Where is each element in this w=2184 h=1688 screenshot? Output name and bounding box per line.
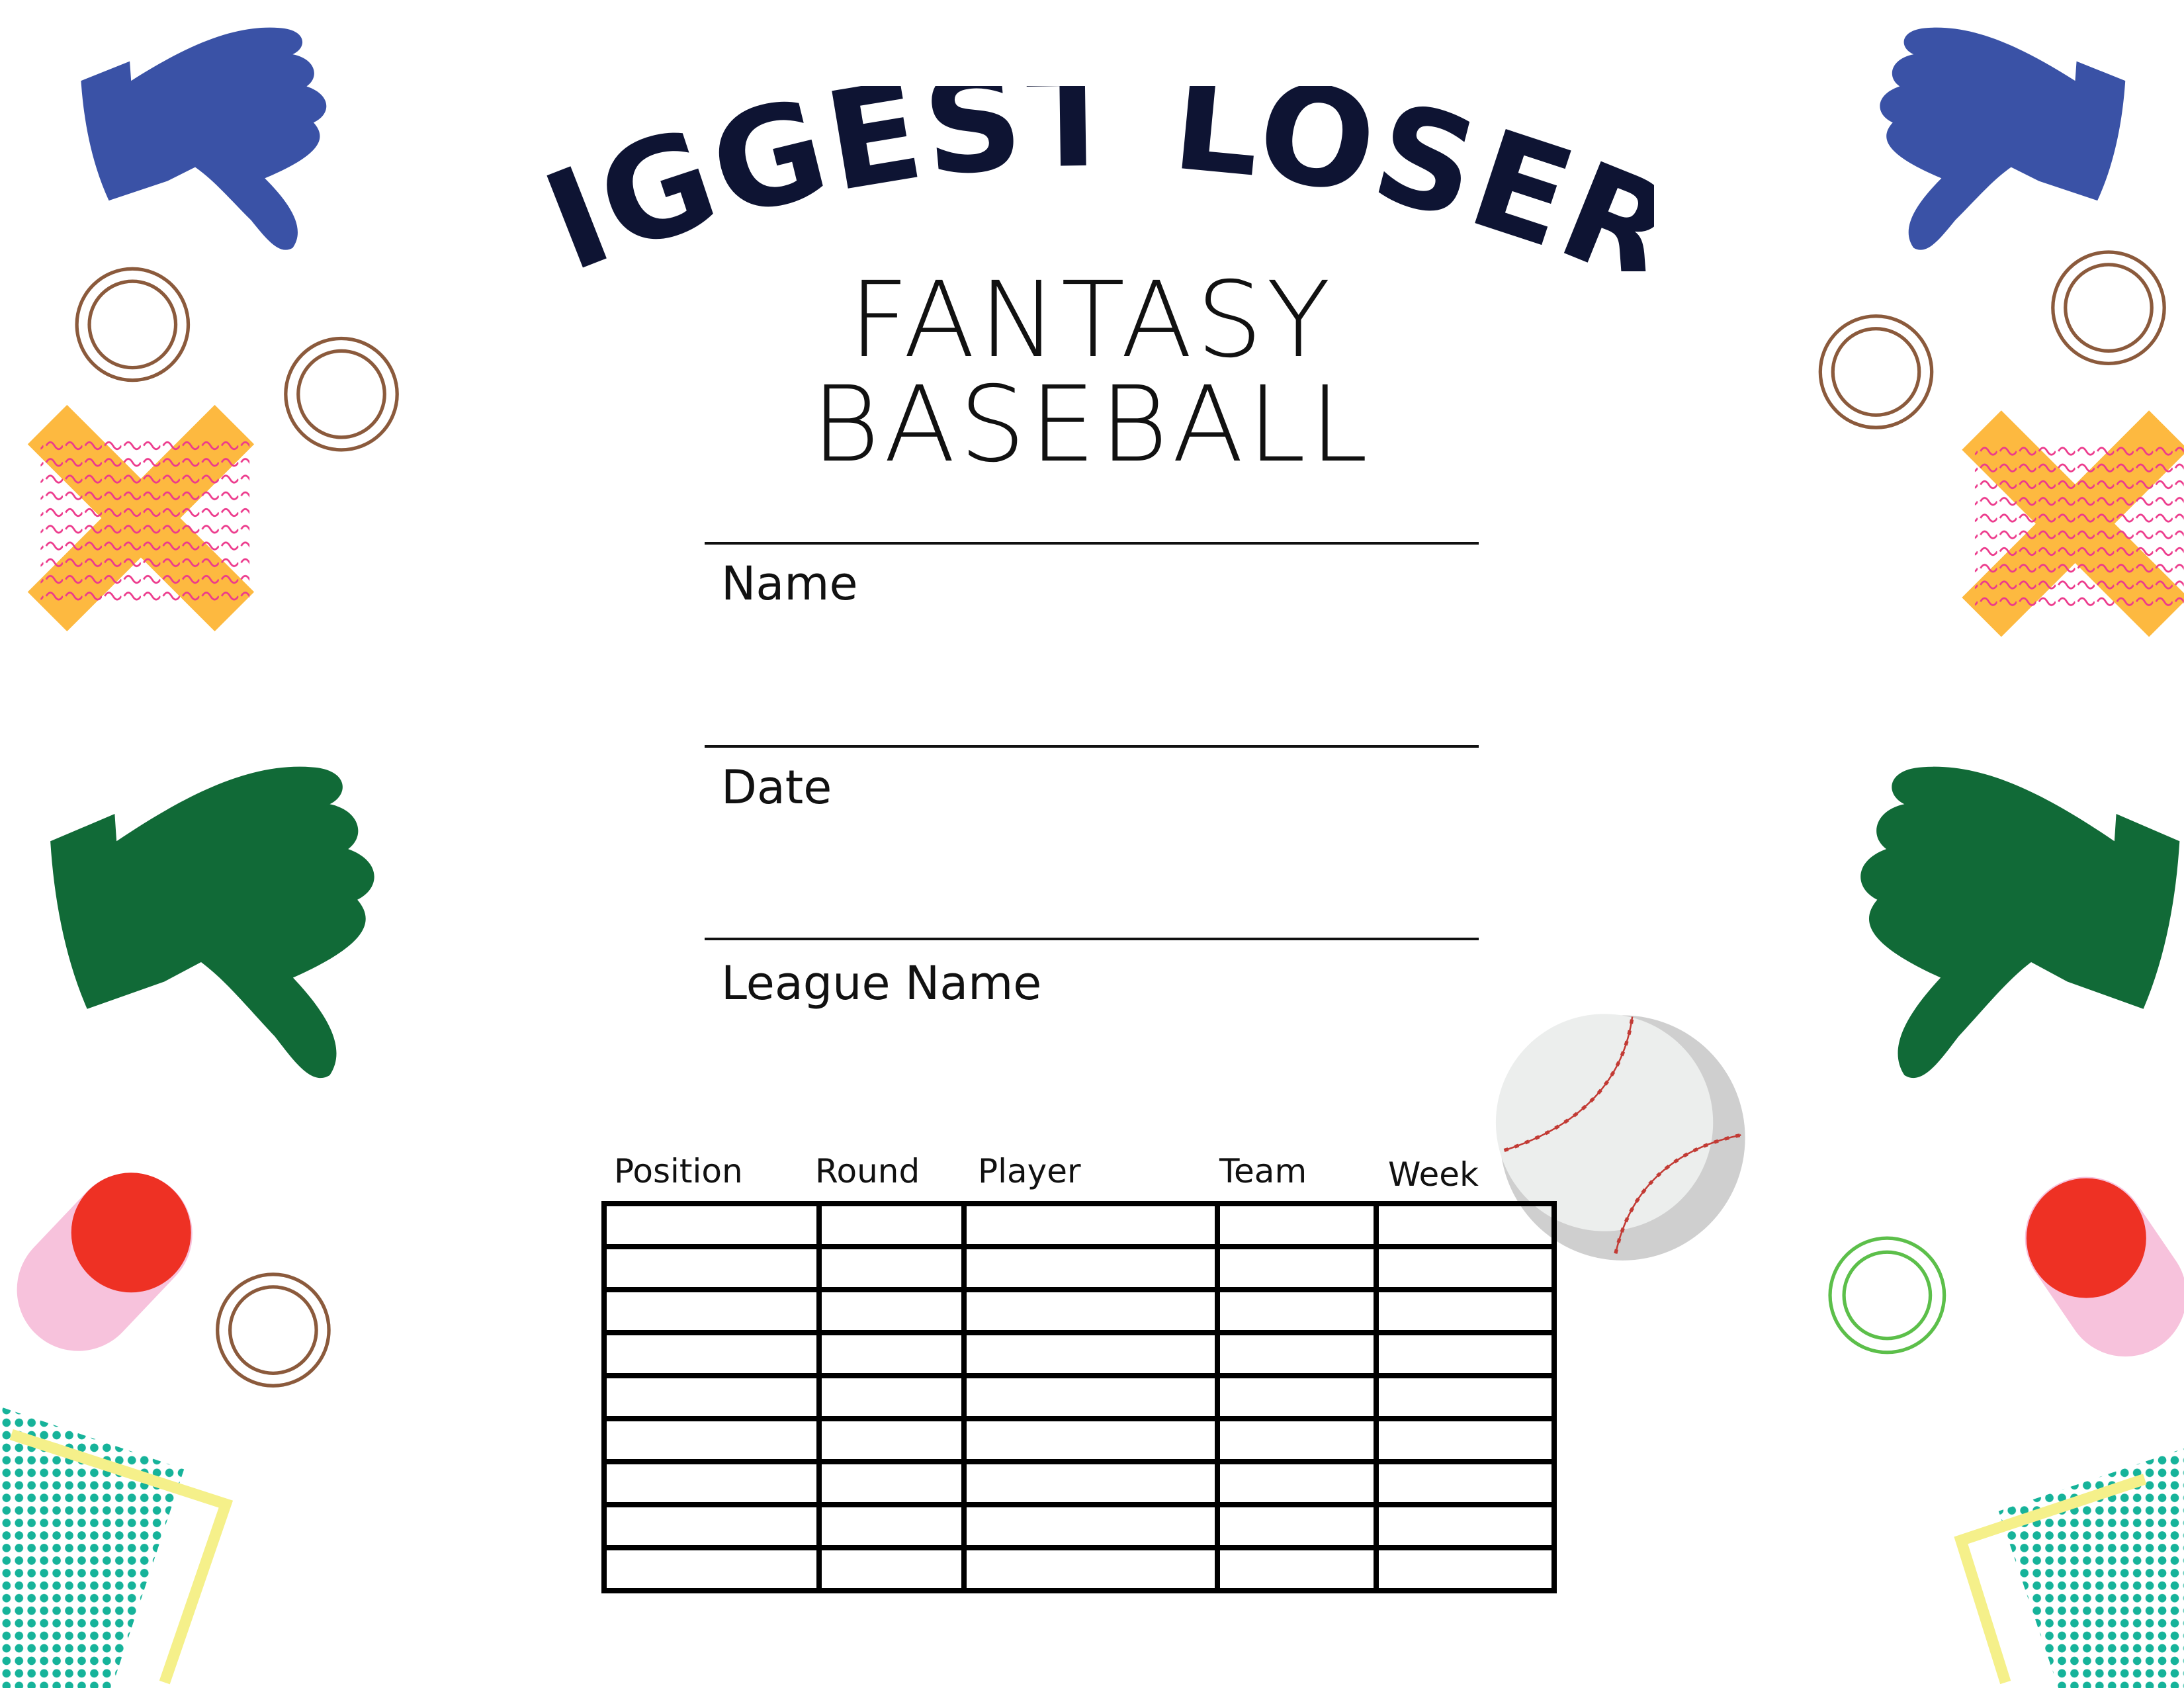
roster-table — [601, 1201, 1557, 1593]
thumbs-down-icon — [50, 766, 374, 1079]
cell-round[interactable] — [816, 1416, 967, 1464]
cell-position[interactable] — [601, 1545, 822, 1593]
cell-round[interactable] — [816, 1330, 967, 1378]
subtitle: FANTASY BASEBALL — [811, 259, 1372, 486]
ring-icon — [286, 338, 397, 449]
thumbs-down-icon — [1860, 766, 2180, 1079]
ring-icon — [77, 269, 188, 380]
cell-team[interactable] — [1215, 1330, 1379, 1378]
cell-player[interactable] — [961, 1502, 1220, 1550]
x-mark-icon — [1962, 410, 2184, 637]
name-label: Name — [721, 556, 858, 611]
header-round: Round — [815, 1152, 920, 1190]
title-text: BIGGEST LOSER! — [529, 86, 1654, 271]
ring-icon — [1828, 1236, 1946, 1355]
cell-position[interactable] — [601, 1287, 822, 1335]
ring-icon — [2053, 252, 2164, 363]
cell-team[interactable] — [1215, 1416, 1379, 1464]
dot-grid-icon — [1954, 1448, 2184, 1688]
cell-round[interactable] — [816, 1502, 967, 1550]
cell-player[interactable] — [961, 1459, 1220, 1507]
name-line[interactable] — [705, 542, 1479, 545]
table-row — [601, 1287, 1557, 1335]
cell-team[interactable] — [1215, 1373, 1379, 1421]
cell-team[interactable] — [1215, 1459, 1379, 1507]
cell-team[interactable] — [1215, 1545, 1379, 1593]
cell-week[interactable] — [1374, 1416, 1557, 1464]
thumbs-down-icon — [81, 27, 327, 250]
cell-week[interactable] — [1374, 1545, 1557, 1593]
cell-player[interactable] — [961, 1416, 1220, 1464]
cell-round[interactable] — [816, 1201, 967, 1249]
red-dot-icon — [17, 1173, 193, 1351]
header-player: Player — [978, 1152, 1081, 1190]
table-row — [601, 1201, 1557, 1249]
x-mark-icon — [27, 404, 255, 632]
cell-week[interactable] — [1374, 1502, 1557, 1550]
cell-player[interactable] — [961, 1287, 1220, 1335]
cell-team[interactable] — [1215, 1287, 1379, 1335]
thumbs-down-icon — [1880, 27, 2126, 250]
table-row — [601, 1502, 1557, 1550]
cell-week[interactable] — [1374, 1287, 1557, 1335]
header-team: Team — [1219, 1152, 1307, 1190]
cell-week[interactable] — [1374, 1459, 1557, 1507]
league-name-line[interactable] — [705, 938, 1479, 940]
cell-team[interactable] — [1215, 1502, 1379, 1550]
cell-round[interactable] — [816, 1244, 967, 1292]
table-row — [601, 1330, 1557, 1378]
date-label: Date — [721, 760, 832, 815]
cell-player[interactable] — [961, 1330, 1220, 1378]
cell-round[interactable] — [816, 1287, 967, 1335]
cell-position[interactable] — [601, 1201, 822, 1249]
table-row — [601, 1416, 1557, 1464]
cell-player[interactable] — [961, 1201, 1220, 1249]
cell-week[interactable] — [1374, 1201, 1557, 1249]
table-row — [601, 1373, 1557, 1421]
cell-position[interactable] — [601, 1373, 822, 1421]
cell-position[interactable] — [601, 1459, 822, 1507]
cell-position[interactable] — [601, 1416, 822, 1464]
date-line[interactable] — [705, 745, 1479, 748]
cell-team[interactable] — [1215, 1244, 1379, 1292]
cell-player[interactable] — [961, 1244, 1220, 1292]
svg-text:BIGGEST LOSER!: BIGGEST LOSER! — [529, 86, 1654, 271]
baseball-icon — [1495, 1014, 1745, 1261]
cell-player[interactable] — [961, 1545, 1220, 1593]
cell-position[interactable] — [601, 1330, 822, 1378]
cell-week[interactable] — [1374, 1244, 1557, 1292]
table-row — [601, 1545, 1557, 1593]
cell-week[interactable] — [1374, 1330, 1557, 1378]
league-name-label: League Name — [721, 956, 1042, 1010]
table-row — [601, 1244, 1557, 1292]
cell-round[interactable] — [816, 1545, 967, 1593]
header-position: Position — [614, 1152, 743, 1190]
page-title: BIGGEST LOSER! — [529, 86, 1654, 271]
ring-icon — [1820, 316, 1931, 427]
ring-icon — [218, 1274, 329, 1386]
cell-round[interactable] — [816, 1459, 967, 1507]
cell-team[interactable] — [1215, 1201, 1379, 1249]
header-week: Week — [1388, 1155, 1479, 1194]
table-row — [601, 1459, 1557, 1507]
dot-grid-icon — [0, 1406, 234, 1688]
cell-week[interactable] — [1374, 1373, 1557, 1421]
cell-round[interactable] — [816, 1373, 967, 1421]
cell-position[interactable] — [601, 1244, 822, 1292]
red-dot-icon — [2025, 1177, 2184, 1357]
cell-position[interactable] — [601, 1502, 822, 1550]
cell-player[interactable] — [961, 1373, 1220, 1421]
